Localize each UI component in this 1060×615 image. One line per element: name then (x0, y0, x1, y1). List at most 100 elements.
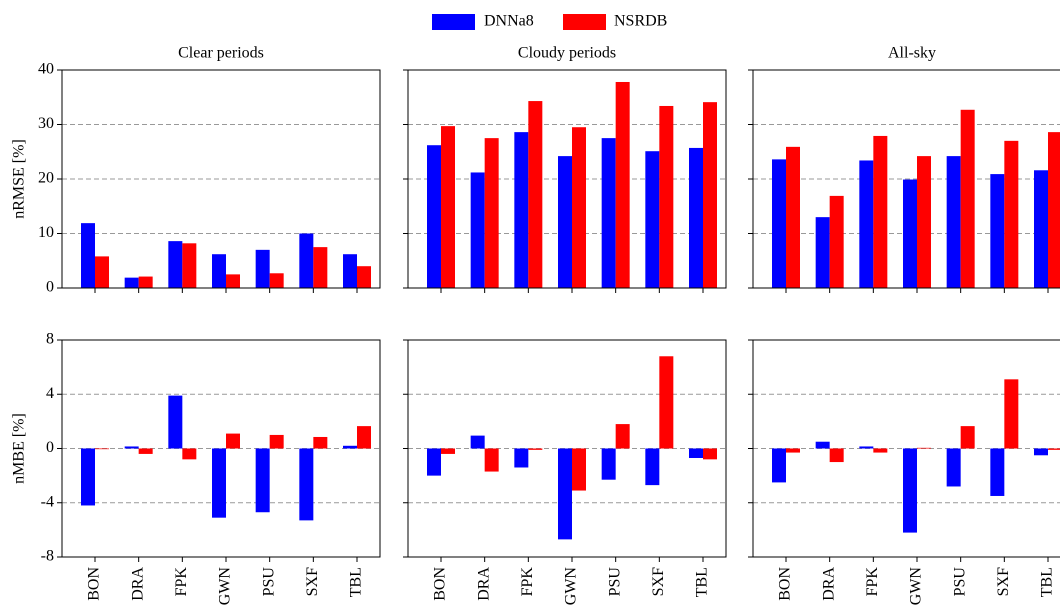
bar (601, 448, 616, 480)
bar (772, 159, 786, 288)
bar (946, 156, 961, 288)
subplot-title: All-sky (888, 45, 936, 62)
x-tick-label: TBL (1039, 567, 1056, 597)
bar (645, 151, 660, 288)
bar (873, 135, 888, 288)
bar (168, 241, 183, 288)
x-tick-label: BON (432, 567, 449, 601)
x-tick-label: FPK (173, 567, 190, 597)
bar (138, 448, 153, 454)
bar (313, 247, 328, 288)
bar (917, 447, 931, 449)
bar (601, 138, 616, 288)
bar (138, 276, 153, 288)
x-tick-label: GWN (908, 567, 925, 606)
x-tick-label: SXF (650, 567, 667, 596)
bar (689, 147, 703, 288)
bar (1004, 379, 1019, 449)
bar (917, 156, 931, 288)
axes-frame (61, 69, 381, 289)
bar (859, 160, 874, 288)
legend-swatch (432, 14, 475, 30)
bar (269, 434, 284, 449)
y-tick-label: 10 (38, 224, 54, 241)
bar (1034, 170, 1048, 288)
bar (990, 174, 1005, 288)
legend-label: NSRDB (614, 13, 667, 30)
bar (615, 424, 630, 449)
bar (1048, 132, 1060, 288)
bar (703, 448, 717, 460)
x-tick-label: SXF (995, 567, 1012, 596)
bar (441, 448, 455, 454)
bar (212, 254, 226, 288)
legend-label: DNNa8 (484, 13, 534, 30)
bar (558, 448, 572, 540)
bar (484, 138, 499, 288)
bar (255, 249, 270, 288)
bar (645, 448, 660, 486)
bar (558, 156, 572, 288)
bar (873, 448, 888, 453)
bar (484, 448, 499, 472)
bar (859, 446, 874, 449)
bar (659, 356, 674, 449)
bar (514, 448, 529, 468)
bar (786, 146, 800, 288)
bar (357, 266, 371, 288)
bar (903, 448, 917, 533)
axes-frame (752, 339, 1060, 558)
bar (427, 145, 441, 288)
bar (441, 126, 455, 288)
y-tick-label: 40 (38, 61, 54, 78)
y-axis-label: nRMSE [%] (11, 139, 28, 219)
y-tick-label: 4 (46, 385, 54, 402)
bar (313, 436, 328, 449)
bar (528, 101, 543, 288)
bar (470, 172, 485, 288)
bar (689, 448, 703, 458)
bar (343, 254, 357, 288)
bar (1004, 140, 1019, 288)
x-tick-label: DRA (475, 567, 492, 601)
x-tick-label: PSU (951, 567, 968, 597)
bar (514, 132, 529, 288)
x-tick-label: SXF (304, 567, 321, 596)
bar (81, 223, 95, 288)
bar (903, 179, 917, 288)
subplot-title: Clear periods (178, 45, 264, 62)
axes-frame (61, 339, 381, 558)
bar (615, 81, 630, 289)
y-tick-label: -4 (41, 493, 54, 510)
bar (226, 274, 240, 288)
bar (124, 277, 139, 288)
bar (815, 217, 830, 288)
bar (528, 448, 543, 450)
bar (299, 233, 314, 288)
bar (946, 448, 961, 487)
bar (95, 448, 109, 450)
bar (470, 435, 485, 449)
x-tick-label: BON (777, 567, 794, 601)
axes-frame (407, 69, 727, 289)
x-tick-label: TBL (348, 567, 365, 597)
bar (255, 448, 270, 513)
bar (1048, 448, 1060, 450)
bar (829, 448, 844, 463)
y-tick-label: -8 (41, 548, 54, 565)
bar (343, 445, 357, 449)
x-tick-label: GWN (217, 567, 234, 606)
bar (659, 105, 674, 288)
bar (226, 433, 240, 449)
x-tick-label: GWN (563, 567, 580, 606)
axes-frame (752, 69, 1060, 289)
y-tick-label: 0 (46, 439, 54, 456)
bar (182, 243, 197, 288)
x-tick-label: FPK (519, 567, 536, 597)
y-tick-label: 8 (46, 331, 54, 348)
x-tick-label: DRA (820, 567, 837, 601)
bar (81, 448, 95, 506)
x-tick-label: DRA (129, 567, 146, 601)
